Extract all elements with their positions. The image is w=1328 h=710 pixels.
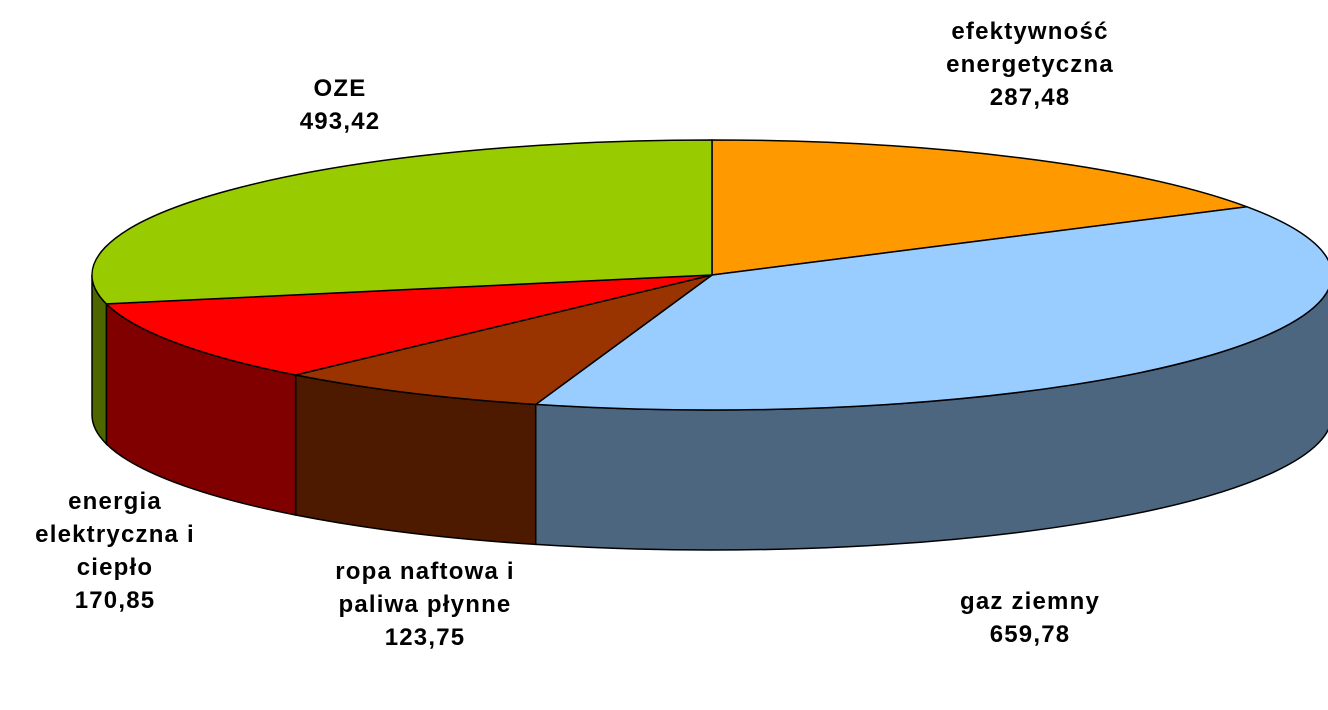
category-name: ropa naftowa i paliwa płynne bbox=[335, 558, 515, 618]
slice bbox=[533, 206, 1328, 411]
slice-label: ropa naftowa i paliwa płynne 123,75 bbox=[333, 555, 518, 654]
slice bbox=[104, 274, 713, 376]
value-label: 287,48 bbox=[989, 84, 1071, 111]
value-label: 123,75 bbox=[384, 624, 466, 651]
slice-label: OZE 493,42 bbox=[240, 72, 440, 138]
value-label: 170,85 bbox=[74, 587, 156, 614]
slice-label: energia elektryczna i ciepło 170,85 bbox=[35, 485, 195, 617]
category-name: gaz ziemny bbox=[959, 588, 1101, 615]
slice-label: gaz ziemny 659,78 bbox=[900, 585, 1160, 651]
value-label: 659,78 bbox=[989, 621, 1071, 648]
value-label: 493,42 bbox=[299, 108, 381, 135]
category-name: efektywność energetyczna bbox=[946, 18, 1114, 78]
slice-label: efektywność energetyczna 287,48 bbox=[900, 15, 1160, 114]
slice bbox=[91, 139, 713, 305]
slice bbox=[295, 274, 713, 406]
category-name: OZE bbox=[313, 75, 367, 102]
category-name: energia elektryczna i ciepło bbox=[35, 488, 195, 581]
slice bbox=[711, 139, 1248, 276]
